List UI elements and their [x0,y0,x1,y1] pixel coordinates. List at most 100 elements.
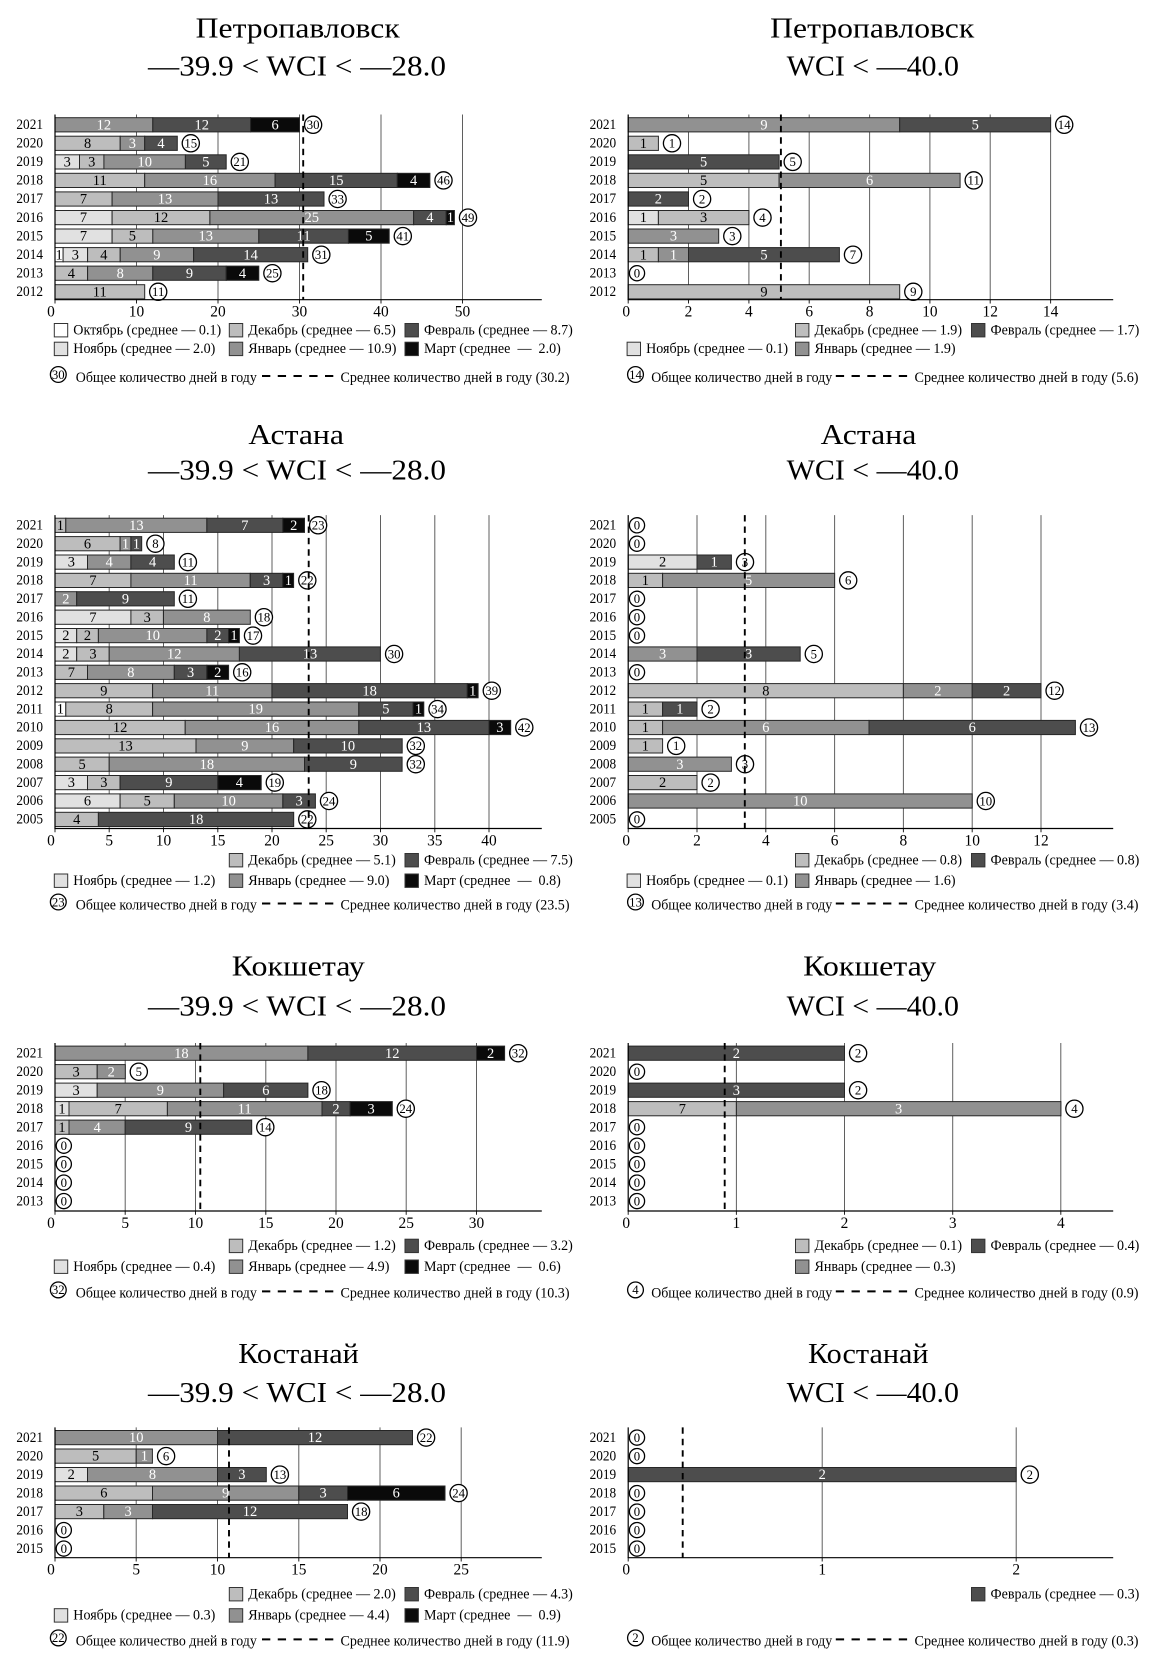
svg-text:8: 8 [106,702,113,718]
svg-text:2019: 2019 [16,1082,43,1098]
svg-text:3: 3 [733,1083,740,1099]
svg-text:2020: 2020 [590,1064,617,1080]
svg-text:18: 18 [174,1046,189,1062]
svg-text:10: 10 [979,794,992,808]
svg-text:0: 0 [634,611,640,625]
svg-text:7: 7 [115,1101,122,1117]
svg-text:6: 6 [831,833,839,850]
svg-text:2: 2 [659,775,666,791]
svg-text:2014: 2014 [590,646,617,662]
svg-text:7: 7 [68,665,75,681]
svg-text:4: 4 [236,775,244,791]
svg-text:2016: 2016 [590,1522,617,1538]
svg-text:Январь (среднее — 4.4): Январь (среднее — 4.4) [248,1608,389,1624]
svg-text:4: 4 [1071,1102,1078,1116]
svg-text:Кокшетау: Кокшетау [232,950,366,982]
svg-text:2: 2 [1003,683,1010,699]
svg-text:2: 2 [68,1467,75,1483]
svg-text:8: 8 [203,610,210,626]
svg-text:2: 2 [62,628,69,644]
svg-text:3: 3 [76,1504,83,1520]
svg-text:Общее количество дней в году: Общее количество дней в году [76,897,258,913]
svg-text:Петропавловск: Петропавловск [770,12,975,44]
svg-text:24: 24 [452,1486,465,1500]
svg-text:2: 2 [214,665,221,681]
svg-text:Общее количество дней в году: Общее количество дней в году [651,1633,833,1649]
svg-text:10: 10 [156,833,172,850]
svg-text:5: 5 [144,794,151,810]
svg-text:14: 14 [1043,304,1059,321]
svg-text:Январь (среднее — 9.0): Январь (среднее — 9.0) [248,873,389,889]
svg-text:Ноябрь (среднее — 0.1): Ноябрь (среднее — 0.1) [646,873,788,889]
svg-text:4: 4 [94,1120,102,1136]
svg-text:Январь (среднее — 1.6): Январь (среднее — 1.6) [815,873,956,889]
svg-text:3: 3 [125,1504,132,1520]
svg-text:Среднее количество дней в году: Среднее количество дней в году (5.6) [915,370,1139,386]
svg-text:2008: 2008 [16,756,43,772]
svg-text:2015: 2015 [590,1156,617,1172]
svg-text:2: 2 [819,1467,826,1483]
svg-text:Среднее количество дней в году: Среднее количество дней в году (11.9) [341,1633,570,1649]
svg-text:2017: 2017 [16,1119,43,1135]
svg-text:1: 1 [415,702,422,718]
svg-text:2012: 2012 [590,284,617,300]
svg-text:7: 7 [679,1101,686,1117]
svg-text:15: 15 [329,173,344,189]
svg-text:21: 21 [233,155,246,169]
svg-text:10: 10 [221,794,236,810]
svg-text:2019: 2019 [16,154,43,170]
svg-text:3: 3 [700,210,707,226]
svg-text:0: 0 [634,1065,640,1079]
svg-text:30: 30 [388,647,401,661]
svg-text:0: 0 [634,1523,640,1537]
svg-text:2: 2 [84,628,91,644]
svg-text:2: 2 [632,1631,638,1645]
svg-text:7: 7 [241,518,248,534]
svg-text:Ноябрь (среднее — 0.4): Ноябрь (среднее — 0.4) [73,1259,215,1275]
svg-text:2018: 2018 [590,1101,617,1117]
svg-text:0: 0 [634,813,640,827]
svg-text:2020: 2020 [16,1448,43,1464]
svg-text:3: 3 [187,665,194,681]
svg-text:1: 1 [642,739,649,755]
svg-text:Среднее количество дней в году: Среднее количество дней в году (10.3) [341,1285,570,1301]
svg-text:Февраль (среднее — 8.7): Февраль (среднее — 8.7) [424,322,573,338]
svg-text:2014: 2014 [16,646,43,662]
svg-text:Март (среднее — 0.6): Март (среднее — 0.6) [424,1259,561,1275]
svg-text:2015: 2015 [590,628,617,644]
svg-text:17: 17 [247,629,260,643]
svg-text:32: 32 [52,1283,65,1297]
svg-text:4: 4 [426,210,434,226]
svg-text:Март (среднее — 0.9): Март (среднее — 0.9) [424,1608,561,1624]
svg-text:12: 12 [243,1504,258,1520]
svg-text:Февраль (среднее — 0.8): Февраль (среднее — 0.8) [991,852,1140,868]
svg-text:12: 12 [113,720,128,736]
svg-text:11: 11 [93,284,107,300]
svg-text:13: 13 [1083,721,1096,735]
svg-text:0: 0 [61,1194,67,1208]
svg-text:9: 9 [157,1083,164,1099]
svg-text:2: 2 [108,1064,115,1080]
svg-text:0: 0 [622,304,630,321]
svg-text:16: 16 [236,666,249,680]
svg-text:12: 12 [154,210,169,226]
svg-text:5: 5 [760,247,767,263]
svg-text:18: 18 [362,683,377,699]
svg-text:4: 4 [157,136,165,152]
svg-text:7: 7 [89,610,96,626]
svg-text:2021: 2021 [16,1045,43,1061]
svg-text:12: 12 [1033,833,1048,850]
svg-text:2009: 2009 [16,738,43,754]
svg-text:0: 0 [634,592,640,606]
svg-text:2: 2 [655,192,662,208]
svg-text:2020: 2020 [590,1448,617,1464]
svg-text:2015: 2015 [16,228,43,244]
svg-text:11: 11 [182,555,194,569]
svg-text:18: 18 [189,812,204,828]
svg-text:Среднее количество дней в году: Среднее количество дней в году (30.2) [341,370,570,386]
svg-text:9: 9 [760,284,767,300]
svg-text:0: 0 [61,1157,67,1171]
svg-text:2019: 2019 [16,1467,43,1483]
svg-text:0: 0 [634,1431,640,1445]
svg-text:5: 5 [79,757,86,773]
